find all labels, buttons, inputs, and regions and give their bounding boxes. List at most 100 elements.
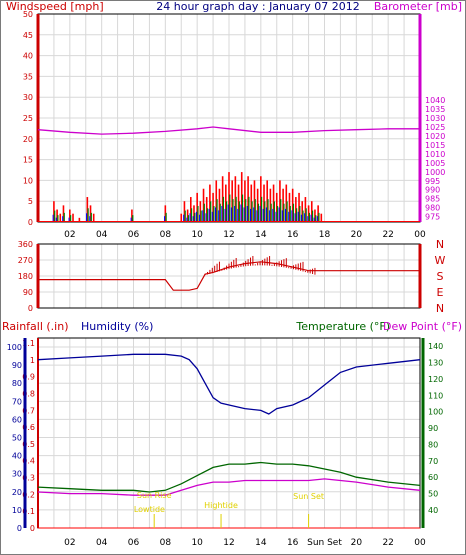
barometer-axis-title: Barometer [mb] — [374, 0, 462, 13]
temperature-tick-label: 80 — [428, 440, 438, 449]
panel-1-series — [37, 126, 420, 222]
windspeed-tick-label: 45 — [23, 31, 33, 40]
direction-tick-label: 360 — [18, 240, 33, 249]
rainfall-tick-label: 0.1 — [22, 507, 35, 516]
direction-tick-label: 180 — [18, 272, 33, 281]
rainfall-tick-label: 0.5 — [22, 440, 35, 449]
humidity-tick-label: 40 — [12, 452, 22, 461]
panel-3-hour-label: 10 — [191, 538, 203, 548]
barometer-tick-label: 1040 — [425, 96, 445, 105]
panel-1-hour-label: 14 — [255, 230, 267, 240]
temperature-tick-label: 70 — [428, 457, 438, 466]
windspeed-tick-label: 25 — [23, 114, 33, 123]
humidity-tick-label: 0 — [17, 524, 22, 533]
panel-1-hour-label: 12 — [223, 230, 234, 240]
barometer-tick-label: 1015 — [425, 141, 445, 150]
compass-label: N — [436, 302, 444, 315]
humidity-tick-label: 20 — [12, 488, 22, 497]
panel-2-series — [38, 255, 420, 291]
dewpoint-axis-title: Dew Point (°F) — [383, 320, 462, 333]
barometer-tick-label: 1005 — [425, 159, 445, 168]
humidity-tick-label: 30 — [12, 470, 22, 479]
panel-3-hour-label: 00 — [414, 538, 426, 548]
barometer-tick-label: 990 — [425, 186, 440, 195]
direction-tick-label: 0 — [28, 304, 33, 313]
barometer-tick-label: 1010 — [425, 150, 445, 159]
panel-1-hour-label: 22 — [382, 230, 393, 240]
windspeed-tick-label: 40 — [23, 52, 33, 61]
panel-1-hour-label: 16 — [287, 230, 299, 240]
rainfall-tick-label: 0 — [30, 524, 35, 533]
direction-tick-label: 90 — [23, 288, 33, 297]
graph-title: 24 hour graph day : January 07 2012 — [156, 0, 360, 13]
wind-direction-line — [38, 261, 420, 291]
barometer-tick-label: 995 — [425, 177, 440, 186]
barometer-tick-label: 1035 — [425, 105, 445, 114]
panel-1-axes: 0510152025303540455097598098599099510001… — [23, 10, 446, 240]
temperature-line — [37, 461, 421, 493]
compass-label: S — [437, 270, 444, 283]
windspeed-tick-label: 35 — [23, 72, 33, 81]
panel-1-hour-label: 18 — [319, 230, 331, 240]
barometer-tick-label: 980 — [425, 204, 440, 213]
compass-label: N — [436, 238, 444, 251]
temperature-tick-label: 50 — [428, 490, 438, 499]
humidity-tick-label: 50 — [12, 434, 22, 443]
temperature-tick-label: 110 — [428, 391, 443, 400]
temperature-tick-label: 90 — [428, 424, 438, 433]
temperature-tick-label: 60 — [428, 473, 438, 482]
humidity-tick-label: 80 — [12, 379, 22, 388]
panel-3-hour-label: 06 — [128, 538, 140, 548]
windspeed-axis-title: Windspeed [mph] — [6, 0, 104, 13]
panel-3-hour-label: 14 — [255, 538, 267, 548]
temperature-tick-label: 40 — [428, 506, 438, 515]
temperature-tick-label: 120 — [428, 375, 443, 384]
humidity-tick-label: 100 — [7, 343, 22, 352]
humidity-line — [37, 353, 421, 415]
windspeed-tick-label: 20 — [23, 135, 33, 144]
humidity-tick-label: 10 — [12, 506, 22, 515]
compass-label: W — [435, 254, 446, 267]
windspeed-tick-label: 30 — [23, 93, 33, 102]
barometer-tick-label: 1025 — [425, 123, 445, 132]
panel-3-hour-label: 22 — [382, 538, 393, 548]
barometer-tick-label: 1000 — [425, 168, 445, 177]
rainfall-tick-label: 0.9 — [22, 373, 35, 382]
panel-1-hour-label: 08 — [160, 230, 172, 240]
panel-1-hour-label: 02 — [64, 230, 75, 240]
rainfall-tick-label: 1 — [30, 356, 35, 365]
dewpoint-line — [37, 478, 421, 496]
rainfall-tick-label: 1.1 — [22, 339, 35, 348]
panel-3-hour-label: 02 — [64, 538, 75, 548]
humidity-tick-label: 70 — [12, 397, 22, 406]
rainfall-axis-title: Rainfall (.in) — [2, 320, 69, 333]
barometer-tick-label: 1030 — [425, 114, 445, 123]
panel-1-hour-label: 00 — [414, 230, 426, 240]
temperature-tick-label: 140 — [428, 342, 443, 351]
panel-3-axes: 010203040506070809010000.10.20.30.40.50.… — [7, 337, 443, 548]
panel-1-hour-label: 06 — [128, 230, 140, 240]
panel-1-hour-label: 10 — [191, 230, 203, 240]
panel-1-hour-label: 20 — [351, 230, 363, 240]
panel-3-hour-label: 12 — [223, 538, 234, 548]
panel-1-hour-label: 04 — [96, 230, 108, 240]
rainfall-tick-label: 0.2 — [22, 490, 35, 499]
rainfall-tick-label: 0.7 — [22, 406, 35, 415]
panel-3-hour-label: Sun Set — [307, 538, 342, 548]
compass-label: E — [437, 286, 444, 299]
sunset-label: Sun Set — [293, 492, 324, 501]
barometer-tick-label: 1020 — [425, 132, 445, 141]
rainfall-tick-label: 0.4 — [22, 457, 35, 466]
humidity-tick-label: 90 — [12, 361, 22, 370]
barometer-tick-label: 975 — [425, 213, 440, 222]
panel-3-series — [37, 353, 421, 529]
rainfall-tick-label: 0.3 — [22, 474, 35, 483]
panel-3-hour-label: 16 — [287, 538, 299, 548]
humidity-tick-label: 60 — [12, 415, 22, 424]
windspeed-tick-label: 50 — [23, 10, 33, 19]
temperature-tick-label: 130 — [428, 359, 443, 368]
windspeed-tick-label: 5 — [28, 197, 33, 206]
barometer-tick-label: 985 — [425, 195, 440, 204]
